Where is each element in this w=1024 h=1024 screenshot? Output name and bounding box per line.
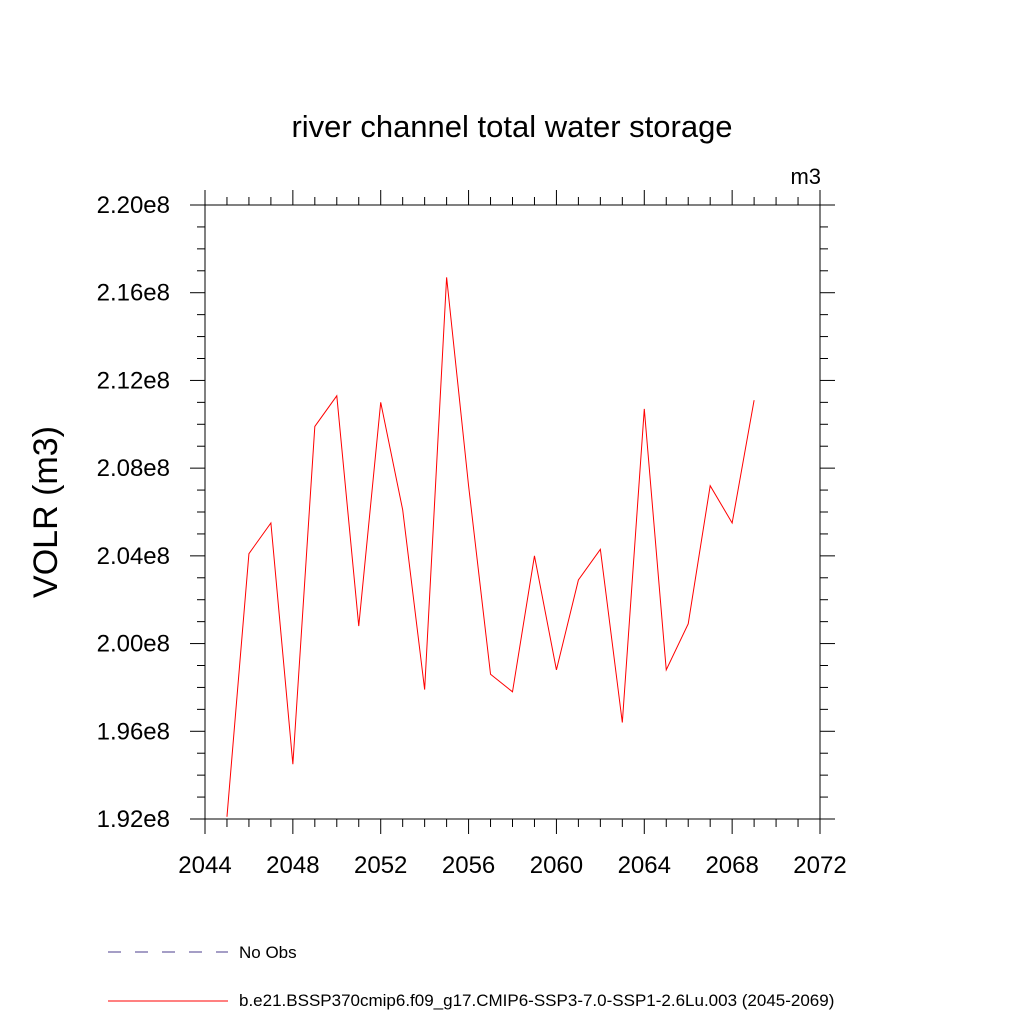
y-tick-label: 1.96e8 <box>97 718 170 745</box>
x-tick-label: 2056 <box>442 852 495 879</box>
y-tick-label: 2.04e8 <box>97 543 170 570</box>
x-tick-label: 2072 <box>793 852 846 879</box>
legend-label-no-obs: No Obs <box>239 943 297 962</box>
series-line-0 <box>226 277 755 817</box>
y-tick-label: 2.20e8 <box>97 192 170 219</box>
y-axis-label: VOLR (m3) <box>27 426 65 598</box>
x-tick-label: 2052 <box>354 852 407 879</box>
units-label: m3 <box>790 164 821 189</box>
x-tick-label: 2044 <box>178 852 231 879</box>
y-tick-label: 2.08e8 <box>97 455 170 482</box>
legend-label-model-run: b.e21.BSSP370cmip6.f09_g17.CMIP6-SSP3-7.… <box>239 991 834 1010</box>
y-tick-label: 2.00e8 <box>97 631 170 658</box>
legend: No Obs b.e21.BSSP370cmip6.f09_g17.CMIP6-… <box>108 943 834 1010</box>
x-tick-label: 2068 <box>705 852 758 879</box>
x-tick-label: 2064 <box>618 852 671 879</box>
y-tick-labels: 1.92e8 1.96e8 2.00e8 2.04e8 2.08e8 2.12e8 2.16… <box>97 192 170 833</box>
plot-frame <box>204 204 821 820</box>
axis-ticks <box>190 190 835 834</box>
x-tick-label: 2048 <box>266 852 319 879</box>
y-tick-label: 2.16e8 <box>97 280 170 307</box>
y-tick-label: 2.12e8 <box>97 367 170 394</box>
y-tick-label: 1.92e8 <box>97 806 170 833</box>
x-tick-label: 2060 <box>530 852 583 879</box>
series-group <box>226 277 755 817</box>
chart-title: river channel total water storage <box>291 109 732 144</box>
x-tick-labels: 2044 2048 2052 2056 2060 2064 2068 2072 <box>178 852 846 879</box>
